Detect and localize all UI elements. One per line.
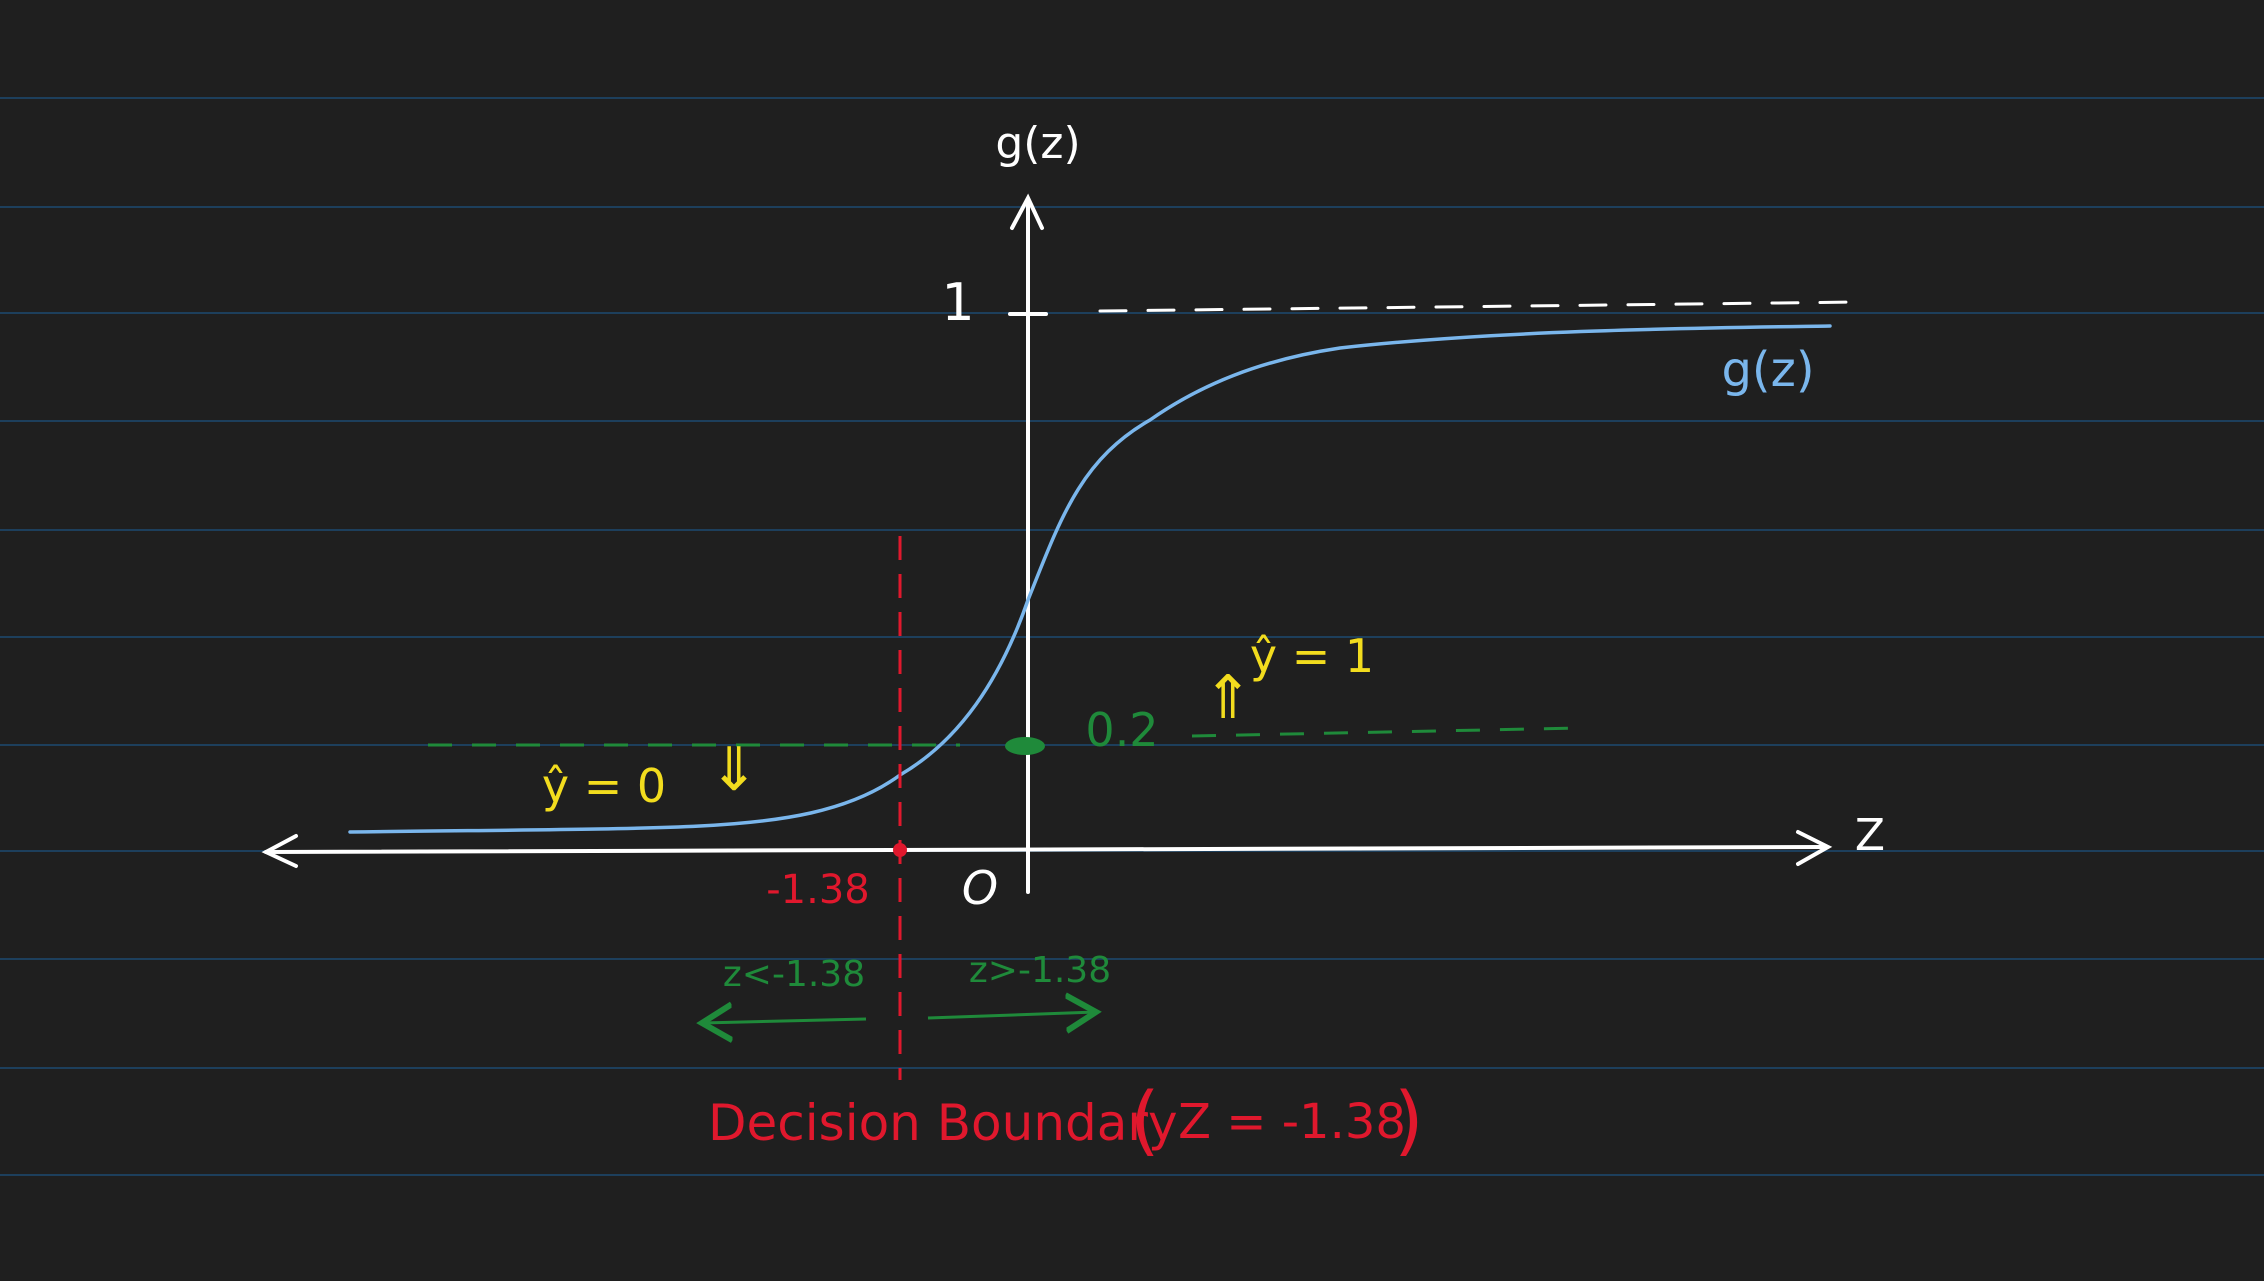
threshold-line-right bbox=[1191, 726, 1581, 738]
prediction-down-arrow: ⇓ bbox=[709, 735, 759, 805]
prediction-up-arrow: ⇑ bbox=[1203, 663, 1253, 733]
boundary-z-label: -1.38 bbox=[766, 867, 870, 913]
left-condition-label: z<-1.38 bbox=[723, 954, 865, 995]
x-axis-left-arrowhead bbox=[261, 834, 298, 868]
x-axis bbox=[261, 830, 1833, 868]
decision-boundary-open-paren: ( bbox=[1130, 1075, 1160, 1164]
prediction-zero-label: ŷ = 0 bbox=[542, 759, 666, 813]
decision-boundary-point bbox=[893, 843, 907, 857]
y-tick-label-1: 1 bbox=[941, 273, 974, 333]
right-region-arrow bbox=[927, 1012, 1096, 1018]
sigmoid-curve bbox=[348, 324, 1832, 834]
right-condition-label: z>-1.38 bbox=[969, 950, 1111, 991]
asymptote-line bbox=[1098, 300, 1862, 313]
ruled-lines bbox=[0, 97, 2264, 1176]
x-axis-label: Z bbox=[1855, 810, 1885, 861]
decision-boundary-close-paren: ) bbox=[1394, 1075, 1424, 1164]
y-axis-arrowhead bbox=[1010, 193, 1044, 230]
decision-boundary-caption: Decision Boundary ( Z = -1.38 ) bbox=[708, 1075, 1424, 1164]
x-axis-right-arrowhead bbox=[1796, 830, 1833, 866]
left-region-arrow bbox=[702, 1019, 867, 1023]
prediction-one-label: ŷ = 1 bbox=[1250, 629, 1374, 683]
decision-boundary-equation: Z = -1.38 bbox=[1178, 1094, 1406, 1150]
origin-label: O bbox=[962, 861, 998, 915]
decision-boundary-title: Decision Boundary bbox=[708, 1094, 1178, 1152]
y-axis bbox=[1008, 193, 1048, 894]
threshold-value-label: 0.2 bbox=[1085, 703, 1158, 757]
curve-label: g(z) bbox=[1721, 342, 1814, 398]
y-axis-label: g(z) bbox=[995, 118, 1080, 169]
threshold-point bbox=[1005, 737, 1045, 755]
